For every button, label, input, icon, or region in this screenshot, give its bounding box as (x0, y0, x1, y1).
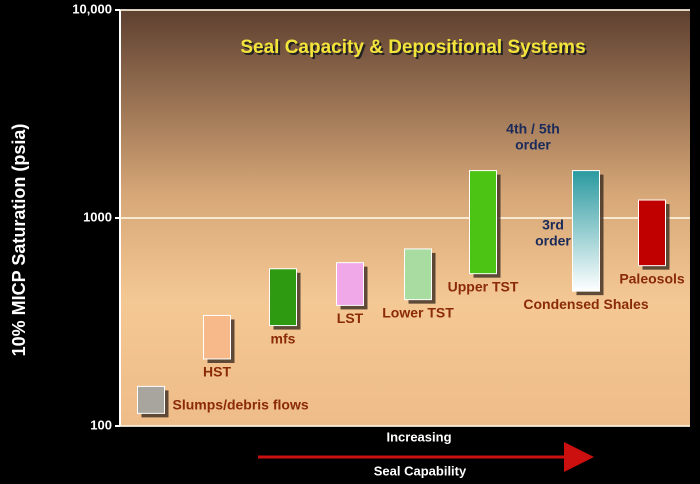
title-shadow: Seal Capacity & Depositional Systems (242, 39, 587, 60)
annotation: 4th / 5th (506, 121, 560, 137)
category-label: LST (337, 310, 364, 326)
bar (336, 262, 364, 306)
bar (572, 170, 600, 292)
arrow-label: Seal Capability (374, 463, 467, 478)
chart-title: Seal Capacity & Depositional Systems (240, 37, 585, 58)
category-label: Slumps/debris flows (173, 397, 309, 413)
bar (137, 385, 165, 414)
category-label: mfs (271, 330, 296, 346)
y-tick-label: 100 (90, 417, 112, 432)
bar (203, 314, 231, 360)
bar (404, 248, 432, 301)
bar (269, 268, 297, 327)
annotation: 3rd (542, 217, 564, 233)
y-axis-label: 10% MICP Saturation (psia) (9, 124, 29, 357)
category-label: Upper TST (448, 278, 519, 294)
y-tick-label: 10,000 (72, 1, 112, 16)
category-label: Condensed Shales (523, 296, 648, 312)
category-label: Lower TST (382, 304, 454, 320)
x-axis-label: Increasing (386, 429, 451, 444)
bar (469, 170, 497, 275)
category-label: HST (203, 364, 231, 380)
annotation: order (515, 137, 551, 153)
bar (638, 199, 666, 267)
y-tick-label: 1000 (83, 209, 112, 224)
category-label: Paleosols (619, 270, 685, 286)
annotation: order (535, 233, 571, 249)
